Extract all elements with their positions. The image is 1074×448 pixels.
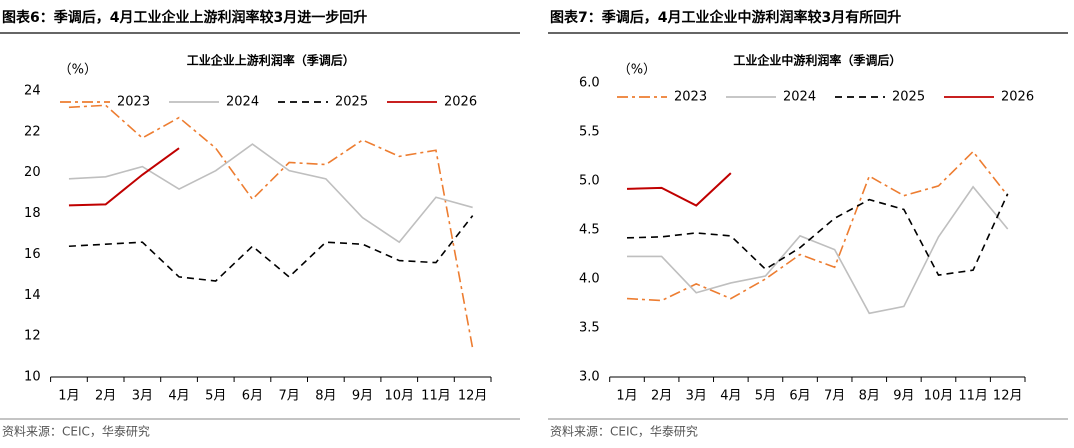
source: 资料来源：CEIC，华泰研究	[2, 424, 150, 439]
x-tick-label: 7月	[824, 389, 845, 404]
y-tick-label: 24	[24, 84, 41, 99]
legend-label: 2025	[335, 95, 368, 110]
x-tick-label: 7月	[279, 389, 300, 404]
chart-title: 工业企业中游利润率（季调后）	[733, 53, 901, 68]
y-tick-label: 3.0	[579, 370, 600, 385]
y-tick-label: 4.0	[579, 272, 600, 287]
y-tick-label: 14	[24, 288, 41, 303]
x-tick-label: 2月	[95, 389, 116, 404]
x-tick-label: 6月	[242, 389, 263, 404]
series-line	[626, 150, 1009, 302]
y-tick-label: 4.5	[579, 223, 600, 238]
legend-label: 2024	[783, 90, 816, 105]
x-tick-label: 5月	[755, 389, 776, 404]
figure-caption: 图表7：季调后，4月工业企业中游利润率较3月有所回升	[550, 9, 901, 26]
x-tick-label: 3月	[132, 389, 153, 404]
figure-caption: 图表6：季调后，4月工业企业上游利润率较3月进一步回升	[2, 9, 367, 26]
y-tick-label: 6.0	[579, 76, 600, 91]
legend-label: 2026	[1001, 90, 1034, 105]
x-tick-label: 10月	[384, 389, 414, 404]
x-tick-label: 4月	[168, 389, 189, 404]
x-tick-label: 6月	[789, 389, 810, 404]
y-tick-label: 12	[24, 329, 41, 344]
x-tick-label: 11月	[958, 389, 988, 404]
legend-label: 2023	[674, 90, 707, 105]
series-line	[68, 147, 180, 207]
y-tick-label: 10	[24, 370, 41, 385]
x-tick-label: 11月	[421, 389, 451, 404]
unit-label: （%）	[59, 63, 97, 78]
x-tick-label: 9月	[893, 389, 914, 404]
legend-label: 2023	[117, 95, 150, 110]
y-tick-label: 20	[24, 165, 41, 180]
y-tick-label: 3.5	[579, 321, 600, 336]
x-tick-label: 1月	[616, 389, 637, 404]
x-tick-label: 3月	[686, 389, 707, 404]
x-tick-label: 2月	[651, 389, 672, 404]
x-tick-label: 12月	[993, 389, 1023, 404]
x-tick-label: 12月	[458, 389, 488, 404]
series-line	[626, 172, 732, 207]
y-tick-label: 18	[24, 206, 41, 221]
x-tick-label: 5月	[205, 389, 226, 404]
y-tick-label: 16	[24, 247, 41, 262]
y-tick-label: 5.5	[579, 125, 600, 140]
series-line	[627, 185, 1009, 315]
legend-label: 2026	[444, 95, 477, 110]
x-tick-label: 4月	[720, 389, 741, 404]
series-line	[68, 104, 474, 349]
y-tick-label: 5.0	[579, 174, 600, 189]
chart-title: 工业企业上游利润率（季调后）	[187, 53, 355, 68]
legend-label: 2025	[892, 90, 925, 105]
y-tick-label: 22	[24, 124, 41, 139]
x-tick-label: 8月	[315, 389, 336, 404]
x-tick-label: 10月	[924, 389, 954, 404]
x-tick-label: 8月	[859, 389, 880, 404]
source: 资料来源：CEIC，华泰研究	[550, 424, 698, 439]
series-line	[626, 193, 1009, 276]
series-line	[68, 143, 473, 244]
unit-label: （%）	[618, 63, 656, 78]
x-tick-label: 1月	[58, 389, 79, 404]
x-tick-label: 9月	[352, 389, 373, 404]
legend-label: 2024	[226, 95, 259, 110]
